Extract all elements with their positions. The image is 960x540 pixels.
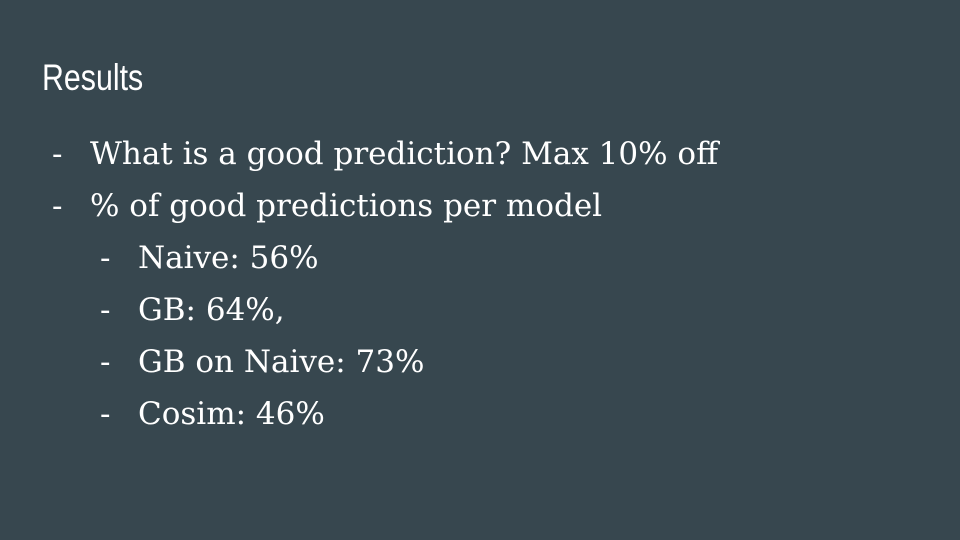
bullet-marker: - bbox=[100, 292, 111, 328]
bullet-text: What is a good prediction? Max 10% off bbox=[90, 136, 719, 172]
sub-bullet-text: GB on Naive: 73% bbox=[138, 344, 425, 380]
sub-bullet-text: Cosim: 46% bbox=[138, 396, 325, 432]
sub-bullet-text: GB: 64%, bbox=[138, 292, 285, 328]
sub-bullet-item: - GB on Naive: 73% bbox=[0, 336, 960, 388]
sub-bullet-item: - GB: 64%, bbox=[0, 284, 960, 336]
bullet-marker: - bbox=[52, 136, 63, 172]
bullet-marker: - bbox=[52, 188, 63, 224]
bullet-marker: - bbox=[100, 396, 111, 432]
bullet-item: - What is a good prediction? Max 10% off bbox=[0, 128, 960, 180]
bullet-marker: - bbox=[100, 240, 111, 276]
bullet-text: % of good predictions per model bbox=[90, 188, 603, 224]
bullet-list: - What is a good prediction? Max 10% off… bbox=[0, 128, 960, 440]
sub-bullet-text: Naive: 56% bbox=[138, 240, 319, 276]
bullet-item: - % of good predictions per model bbox=[0, 180, 960, 232]
sub-bullet-item: - Naive: 56% bbox=[0, 232, 960, 284]
bullet-marker: - bbox=[100, 344, 111, 380]
sub-bullet-item: - Cosim: 46% bbox=[0, 388, 960, 440]
slide-title: Results bbox=[42, 57, 144, 98]
